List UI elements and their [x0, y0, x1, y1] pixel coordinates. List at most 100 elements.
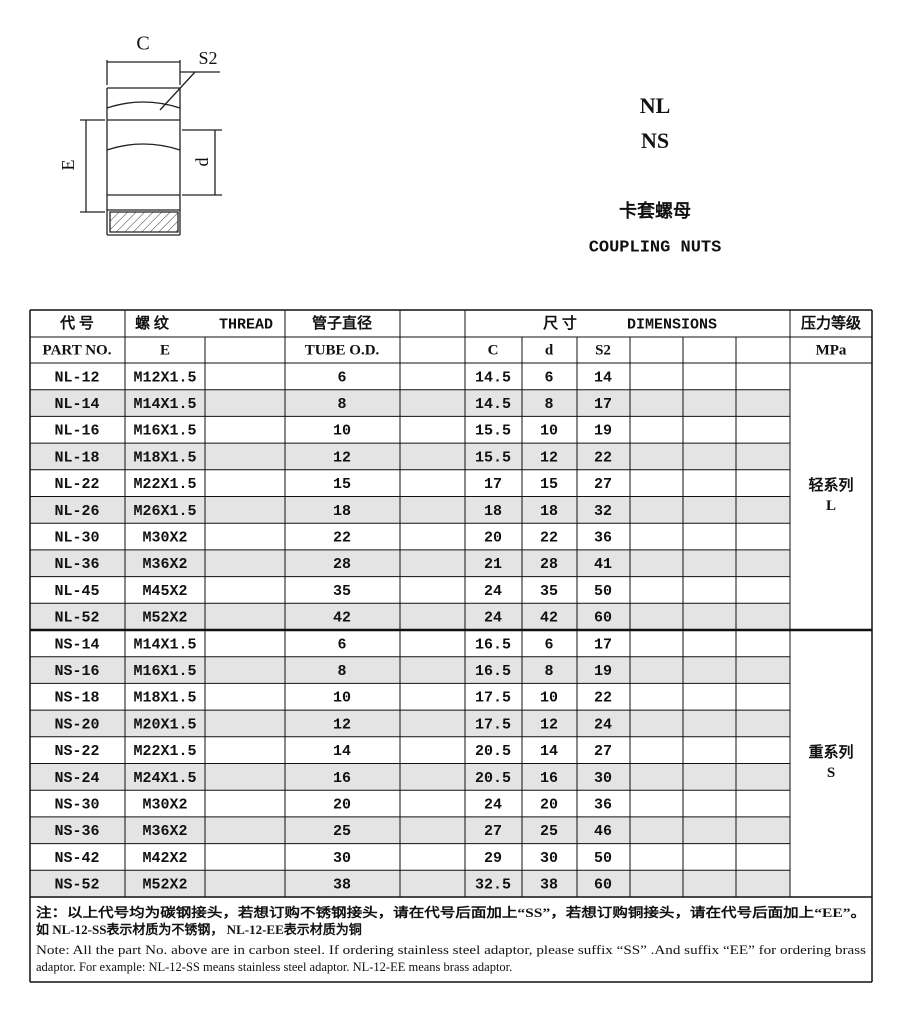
table-cell: 36	[594, 797, 612, 814]
table-cell: NL-12	[54, 369, 99, 386]
table-cell: NS-30	[54, 797, 99, 814]
table-cell: 10	[333, 423, 351, 440]
table-cell: M18X1.5	[133, 449, 196, 466]
table-cell: 20	[540, 797, 558, 814]
table-cell: 22	[333, 530, 351, 547]
table-cell: 22	[540, 530, 558, 547]
series-label: 轻系列	[808, 476, 853, 494]
table-cell: 10	[540, 423, 558, 440]
table-cell: NL-22	[54, 476, 99, 493]
header-cell: S2	[595, 342, 611, 358]
series-code: S	[827, 765, 835, 781]
dim-label: C	[136, 33, 149, 55]
header-cell: 尺 寸	[543, 314, 577, 332]
header-cell: 代 号	[59, 314, 94, 332]
table-cell: 50	[594, 583, 612, 600]
table-cell: M26X1.5	[133, 503, 196, 520]
table-cell: 20	[333, 797, 351, 814]
table-cell: NL-36	[54, 556, 99, 573]
table-cell: M42X2	[142, 850, 187, 867]
table-cell: 50	[594, 850, 612, 867]
note-line: 如 NL-12-SS表示材质为不锈钢， NL-12-EE表示材质为铜	[36, 922, 362, 937]
table-cell: 12	[540, 716, 558, 733]
table-cell: M22X1.5	[133, 743, 196, 760]
title-en: COUPLING NUTS	[589, 238, 722, 257]
table-cell: 28	[540, 556, 558, 573]
table-cell: M30X2	[142, 797, 187, 814]
table-cell: M36X2	[142, 823, 187, 840]
table-cell: M16X1.5	[133, 423, 196, 440]
table-cell: 16	[333, 770, 351, 787]
row-shade	[30, 870, 790, 897]
series-code: L	[826, 498, 836, 514]
series-label: 重系列	[808, 743, 853, 761]
table-cell: 20.5	[475, 743, 511, 760]
table-cell: M18X1.5	[133, 690, 196, 707]
table-cell: M52X2	[142, 877, 187, 894]
table-cell: 35	[333, 583, 351, 600]
table-cell: M14X1.5	[133, 636, 196, 653]
table-cell: 24	[484, 583, 502, 600]
dim-label: E	[58, 160, 78, 171]
table-cell: M30X2	[142, 530, 187, 547]
table-cell: NL-26	[54, 503, 99, 520]
table-cell: M22X1.5	[133, 476, 196, 493]
table-cell: 6	[544, 636, 553, 653]
table-cell: 6	[544, 369, 553, 386]
header-cell: THREAD	[219, 316, 273, 333]
table-cell: NL-45	[54, 583, 99, 600]
table-cell: NS-18	[54, 690, 99, 707]
table-cell: NS-52	[54, 877, 99, 894]
table-cell: 8	[337, 663, 346, 680]
table-cell: 14	[540, 743, 558, 760]
table-cell: 28	[333, 556, 351, 573]
table-cell: 12	[540, 449, 558, 466]
table-cell: 17	[484, 476, 502, 493]
row-shade	[30, 710, 790, 737]
table-cell: 38	[540, 877, 558, 894]
table-cell: 10	[333, 690, 351, 707]
table-cell: NS-24	[54, 770, 99, 787]
table-cell: NL-14	[54, 396, 99, 413]
header-cell: d	[545, 342, 554, 358]
table-cell: 27	[484, 823, 502, 840]
dim-label: d	[192, 158, 212, 167]
table-cell: NL-16	[54, 423, 99, 440]
table-cell: 17	[594, 636, 612, 653]
title-cn: 卡套螺母	[619, 200, 691, 221]
table-cell: NS-20	[54, 716, 99, 733]
table-cell: 32.5	[475, 877, 511, 894]
row-shade	[30, 389, 790, 417]
table-cell: 14	[594, 369, 612, 386]
header-cell: 螺 纹	[135, 314, 170, 332]
table-cell: 35	[540, 583, 558, 600]
table-cell: 15	[540, 476, 558, 493]
header-cell: MPa	[816, 342, 847, 358]
code: NS	[641, 128, 669, 153]
table-cell: 42	[540, 610, 558, 627]
table-cell: 22	[594, 449, 612, 466]
table-cell: 19	[594, 423, 612, 440]
table-cell: 46	[594, 823, 612, 840]
table-cell: 14.5	[475, 396, 511, 413]
table-cell: 22	[594, 690, 612, 707]
header-cell: DIMENSIONS	[627, 316, 717, 333]
table-cell: 10	[540, 690, 558, 707]
table-cell: 38	[333, 877, 351, 894]
table-cell: 18	[484, 503, 502, 520]
table-cell: M36X2	[142, 556, 187, 573]
table-cell: 17.5	[475, 716, 511, 733]
table-cell: NS-16	[54, 663, 99, 680]
table-cell: 6	[337, 636, 346, 653]
table-cell: 24	[484, 610, 502, 627]
nut-drawing	[80, 60, 222, 236]
table-cell: M45X2	[142, 583, 187, 600]
header-cell: TUBE O.D.	[305, 342, 380, 358]
table-cell: 24	[594, 716, 612, 733]
table-cell: 16.5	[475, 636, 511, 653]
table-cell: 15.5	[475, 449, 511, 466]
table-cell: 15.5	[475, 423, 511, 440]
table-cell: 27	[594, 743, 612, 760]
table-cell: 12	[333, 449, 351, 466]
row-shade	[30, 816, 790, 844]
